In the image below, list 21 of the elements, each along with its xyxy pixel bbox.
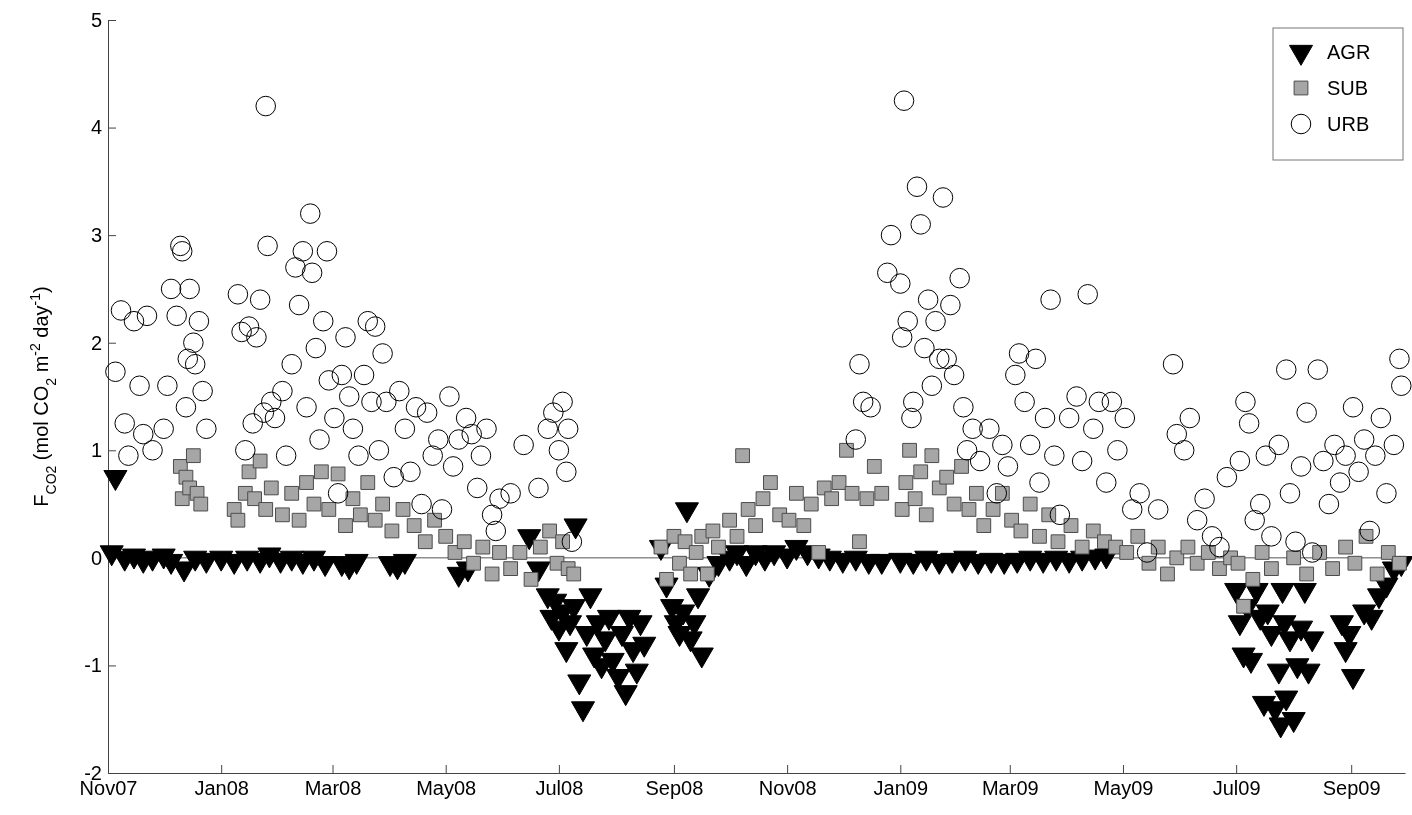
x-tick-label: Jul09 bbox=[1212, 777, 1261, 800]
legend-label: SUB bbox=[1327, 77, 1369, 99]
x-tick-label: Jan08 bbox=[194, 777, 249, 800]
x-tick-label: Mar08 bbox=[304, 777, 362, 800]
x-tick-label: Jan09 bbox=[873, 777, 929, 800]
x-tick-label: Sep08 bbox=[645, 777, 704, 800]
y-tick-label: 5 bbox=[90, 8, 102, 31]
y-tick-label: -1 bbox=[84, 654, 102, 677]
x-tick-label: May08 bbox=[416, 777, 477, 800]
legend-label: AGR bbox=[1327, 41, 1371, 63]
y-tick-label: 1 bbox=[90, 439, 102, 462]
x-tick-label: May09 bbox=[1093, 777, 1154, 800]
x-tick-label: Mar09 bbox=[981, 777, 1039, 800]
y-tick-label: 0 bbox=[90, 546, 102, 569]
x-tick-label: Jul08 bbox=[535, 777, 584, 800]
x-tick-label: Sep09 bbox=[1322, 777, 1381, 800]
y-tick-label: 4 bbox=[90, 116, 102, 139]
x-tick-label: Nov08 bbox=[758, 777, 817, 800]
y-tick-label: 2 bbox=[90, 331, 102, 354]
legend-label: URB bbox=[1327, 113, 1370, 135]
y-tick-label: 3 bbox=[90, 224, 102, 247]
